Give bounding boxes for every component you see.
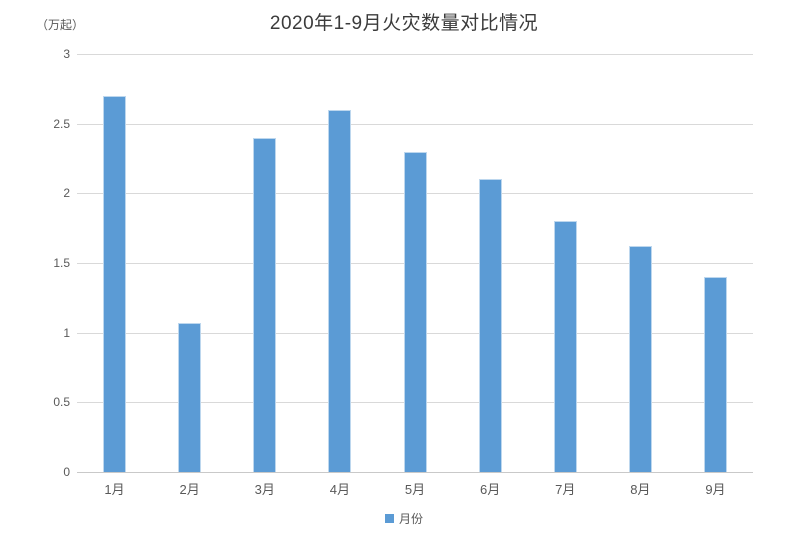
bar-1月 [103,95,127,472]
x-tick-label-6月: 6月 [479,482,501,497]
legend-color-swatch [384,514,394,523]
legend: 月份 [0,510,808,527]
legend-series-label: 月份 [398,512,423,526]
y-tick-label-0.5: 0.5 [53,395,70,410]
gridline-y-3 [77,54,753,55]
y-tick-label-2.5: 2.5 [53,116,70,131]
y-tick-label-1.5: 1.5 [53,256,70,270]
x-tick-label-1月: 1月 [104,482,125,497]
y-tick-label-3: 3 [63,47,70,61]
x-tick-label-4月: 4月 [329,482,350,497]
gridline-y-2.5 [77,123,753,125]
y-tick-label-2: 2 [63,186,70,201]
plot-area [77,54,753,473]
bar-3月 [253,137,277,472]
y-tick-label-1: 1 [63,325,70,340]
x-tick-label-9月: 9月 [705,482,726,497]
x-tick-label-2月: 2月 [179,482,200,497]
bar-8月 [628,246,652,472]
bar-7月 [553,221,577,472]
y-axis-unit-label: （万起） [36,18,85,32]
x-axis-line [77,472,753,473]
x-tick-label-8月: 8月 [630,482,651,497]
bar-2月 [178,322,202,472]
x-tick-label-3月: 3月 [254,482,275,497]
chart-title: 2020年1-9月火灾数量对比情况 [269,13,539,34]
x-tick-label-5月: 5月 [404,482,426,497]
bar-9月 [703,276,727,472]
bar-6月 [478,179,502,472]
bar-5月 [403,151,427,472]
x-tick-label-7月: 7月 [555,482,576,497]
bar-4月 [328,109,352,472]
y-tick-label-0: 0 [63,465,70,479]
